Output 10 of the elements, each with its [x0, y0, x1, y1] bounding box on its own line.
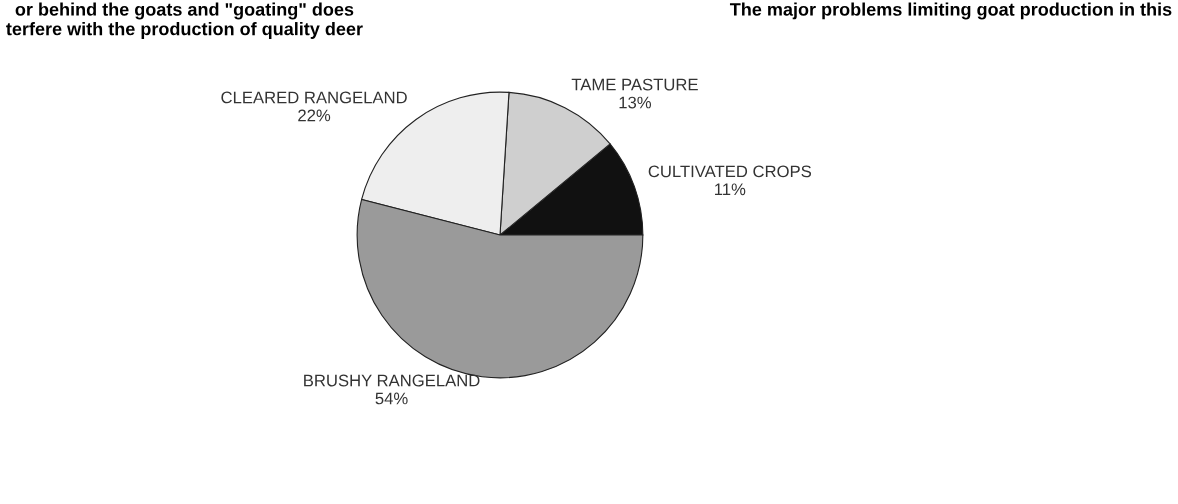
slice-label: CLEARED RANGELAND — [221, 91, 407, 104]
text: or behind the goats and "goating" does terfere with the production of quality deer — [6, 2, 363, 39]
data-label: 11% — [715, 183, 746, 196]
data-label: 22% — [298, 109, 331, 122]
slice-label: TAME PASTURE — [571, 78, 698, 91]
text: The major problems limiting goat production in this — [729, 2, 1172, 20]
slice-label: BRUSHY RANGELAND — [304, 374, 480, 387]
data-label: 54% — [375, 392, 408, 405]
data-label: 13% — [619, 96, 652, 109]
slice-label: CULTIVATED CROPS — [648, 165, 812, 178]
